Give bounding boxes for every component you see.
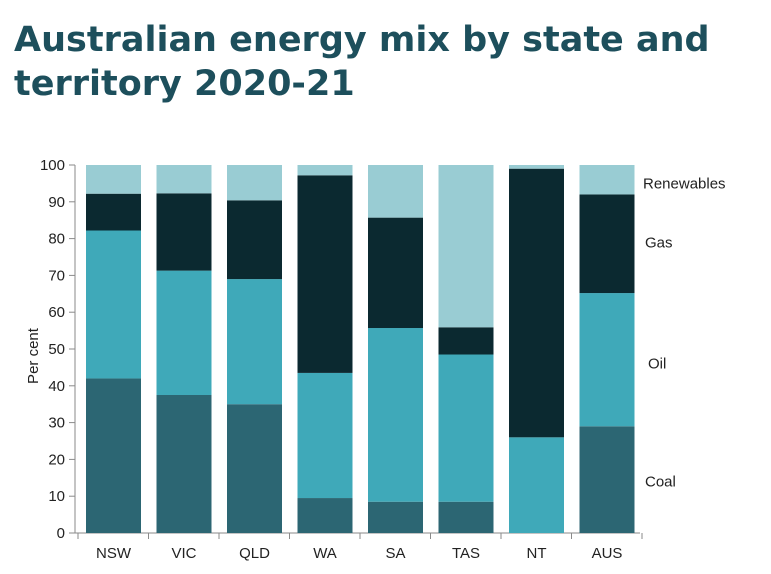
bar-segment-gas-aus: [579, 194, 635, 294]
legend-label-renewables: Renewables: [643, 175, 726, 192]
y-tick-label: 10: [48, 488, 65, 505]
bar-segment-coal-sa: [368, 501, 423, 533]
bar-segment-oil-wa: [297, 372, 353, 499]
x-tick-label: QLD: [239, 545, 270, 562]
bar-segment-renewables-tas: [438, 165, 494, 328]
y-tick-label: 40: [48, 378, 65, 395]
bar-segment-gas-vic: [156, 193, 212, 271]
chart-title: Australian energy mix by state and terri…: [14, 20, 710, 104]
bar-segment-gas-qld: [227, 200, 282, 280]
x-axis: NSW VIC QLD WA SA TAS NT AUS: [75, 532, 643, 562]
bar-segment-renewables-nt: [509, 165, 564, 169]
bar-segment-renewables-wa: [297, 165, 353, 176]
x-tick-label: WA: [313, 545, 337, 562]
bar-segment-renewables-nsw: [86, 165, 141, 194]
bar-segment-renewables-aus: [579, 165, 635, 195]
y-tick-label: 20: [48, 451, 65, 468]
y-tick-label: 50: [48, 341, 65, 358]
bar-segment-renewables-sa: [368, 165, 423, 218]
bar-segment-oil-vic: [156, 270, 212, 395]
x-tick-label: SA: [385, 545, 405, 562]
bar-segment-coal-aus: [579, 426, 635, 533]
bar-segment-coal-nsw: [86, 378, 141, 533]
x-tick-label: TAS: [452, 545, 480, 562]
y-tick-label: 0: [57, 525, 65, 542]
y-tick-label: 60: [48, 304, 65, 321]
y-tick-label: 80: [48, 231, 65, 248]
x-tick-label: VIC: [171, 545, 196, 562]
y-tick-label: 100: [40, 157, 65, 174]
y-axis: 0 10 20 30 40 50 60 70 80 90 100: [40, 157, 76, 542]
legend-label-gas: Gas: [645, 234, 673, 251]
bar-segment-oil-qld: [227, 279, 282, 405]
bar-segment-oil-nt: [509, 437, 564, 533]
bar-segment-gas-nsw: [86, 193, 141, 231]
bar-segment-renewables-qld: [227, 165, 282, 201]
legend-label-coal: Coal: [645, 473, 676, 490]
bar-segment-oil-tas: [438, 354, 494, 502]
y-tick-label: 70: [48, 267, 65, 284]
x-tick-label: NSW: [96, 545, 132, 562]
y-axis-label: Per cent: [25, 327, 42, 384]
bar-segment-renewables-vic: [156, 165, 212, 194]
bar-segment-coal-qld: [227, 404, 282, 533]
bar-segment-gas-nt: [509, 168, 564, 438]
bars-group: [86, 165, 635, 533]
y-tick-label: 30: [48, 415, 65, 432]
bar-segment-oil-aus: [579, 293, 635, 427]
x-tick-label: AUS: [592, 545, 623, 562]
legend: Coal Oil Gas Renewables: [643, 175, 726, 490]
bar-segment-gas-tas: [438, 327, 494, 355]
x-tick-label: NT: [527, 545, 547, 562]
bar-segment-coal-tas: [438, 501, 494, 533]
bar-segment-gas-wa: [297, 175, 353, 373]
bar-segment-oil-sa: [368, 328, 423, 502]
bar-segment-coal-vic: [156, 395, 212, 533]
bar-segment-coal-wa: [297, 498, 353, 533]
y-tick-label: 90: [48, 194, 65, 211]
bar-segment-gas-sa: [368, 217, 423, 329]
legend-label-oil: Oil: [648, 356, 666, 373]
bar-segment-oil-nsw: [86, 230, 141, 379]
